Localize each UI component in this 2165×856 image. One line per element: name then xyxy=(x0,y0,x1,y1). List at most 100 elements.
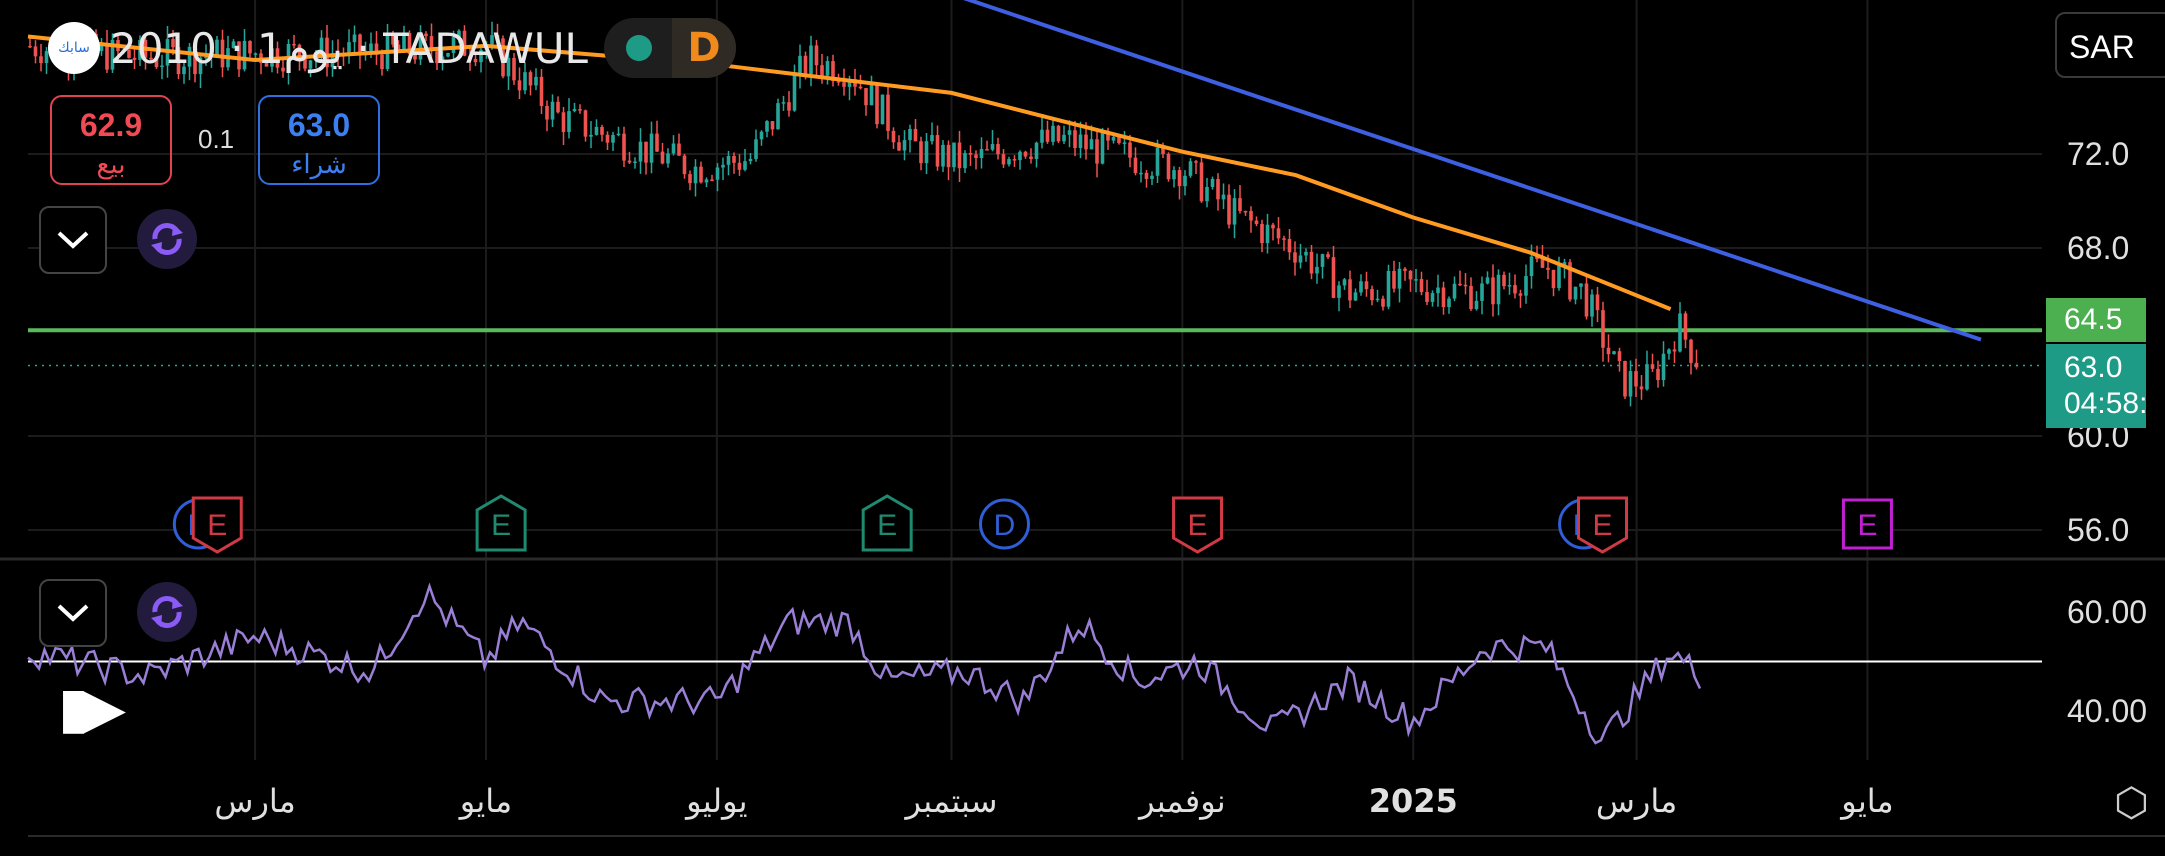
candle-body xyxy=(1304,251,1308,256)
candle-body xyxy=(182,66,186,75)
earnings-marker[interactable]: E xyxy=(191,496,243,554)
candle-body xyxy=(171,39,175,48)
settings-icon[interactable]: ⬡ xyxy=(2114,781,2149,825)
candle-body xyxy=(616,133,621,136)
candle-body xyxy=(831,61,835,82)
candle-body xyxy=(721,164,725,168)
candle-body xyxy=(869,84,874,106)
candle-body xyxy=(473,58,478,63)
x-tick-label: مارس xyxy=(1596,782,1677,820)
candle-body xyxy=(1001,154,1006,165)
candle-body xyxy=(1254,220,1259,224)
candle-body xyxy=(121,49,126,52)
candle-body xyxy=(468,55,472,59)
candle-body xyxy=(743,161,747,170)
candle-body xyxy=(1656,368,1660,381)
candle-body xyxy=(957,142,962,169)
chevron-down-icon xyxy=(57,604,89,622)
buy-button[interactable]: 63.0 شراء xyxy=(258,95,380,185)
horizontal-line-price: 64.5 xyxy=(2064,303,2123,336)
candle-body xyxy=(1359,281,1363,293)
x-tick-label: مايو xyxy=(458,782,512,820)
candle-body xyxy=(1639,386,1644,390)
candle-body xyxy=(1595,294,1600,311)
refresh-rsi-button[interactable] xyxy=(137,582,197,642)
candle-body xyxy=(561,112,566,133)
earnings-marker[interactable]: E xyxy=(1172,496,1224,554)
earnings-marker[interactable]: E xyxy=(861,494,913,552)
earnings-marker[interactable]: E xyxy=(475,494,527,552)
candle-body xyxy=(1106,131,1110,141)
candle-body xyxy=(710,179,714,181)
candle-body xyxy=(726,155,731,165)
candle-body xyxy=(1216,178,1220,200)
candle-body xyxy=(1139,172,1143,175)
candle-body xyxy=(1463,284,1468,287)
candle-body xyxy=(1579,283,1583,287)
candle-body xyxy=(105,43,109,70)
candle-body xyxy=(902,140,907,151)
candle-body xyxy=(1007,159,1011,165)
candle-body xyxy=(765,121,769,132)
earnings-marker[interactable]: E xyxy=(1577,496,1629,554)
candle-body xyxy=(1276,228,1281,239)
candle-body xyxy=(1650,364,1655,369)
candle-body xyxy=(369,43,373,51)
candle-body xyxy=(127,49,131,58)
candle-body xyxy=(814,45,819,66)
collapse-rsi-button[interactable] xyxy=(39,579,107,647)
candle-body xyxy=(1320,254,1325,267)
y-tick-label: 72.0 xyxy=(2067,136,2129,172)
x-tick-label: مارس xyxy=(214,782,295,820)
candle-body xyxy=(418,33,423,60)
candle-body xyxy=(897,142,901,151)
candle-body xyxy=(1100,131,1105,164)
candle-body xyxy=(1073,130,1077,149)
chevron-down-icon xyxy=(57,231,89,249)
candle-body xyxy=(99,43,104,51)
candle-body xyxy=(1298,255,1303,263)
market-status-pill[interactable]: D xyxy=(604,18,736,78)
candle-body xyxy=(1287,239,1292,253)
candle-body xyxy=(347,42,351,57)
sell-button[interactable]: 62.9 بيع xyxy=(50,95,172,185)
candle-body xyxy=(847,79,852,87)
candle-body xyxy=(1590,294,1594,317)
x-tick-label: نوفمبر xyxy=(1137,782,1226,820)
candle-body xyxy=(1441,287,1446,308)
candle-body xyxy=(979,149,984,158)
candle-body xyxy=(1342,279,1347,286)
candle-body xyxy=(1672,349,1677,352)
candle-body xyxy=(1326,254,1330,258)
candle-body xyxy=(1623,360,1627,397)
candle-body xyxy=(875,84,879,125)
candle-body xyxy=(825,61,830,76)
dividend-marker[interactable]: D xyxy=(979,498,1030,550)
candle-body xyxy=(160,65,164,68)
candle-body xyxy=(1271,224,1275,229)
candle-body xyxy=(567,111,571,133)
candle-body xyxy=(506,57,511,77)
refresh-main-button[interactable] xyxy=(137,209,197,269)
collapse-main-button[interactable] xyxy=(39,206,107,274)
candle-body xyxy=(517,80,522,91)
candle-body xyxy=(715,167,720,180)
candle-body xyxy=(963,153,967,169)
candle-body xyxy=(688,174,692,184)
symbol-title: 2010 · 1يوم · TADAWUL xyxy=(110,23,588,73)
currency-label[interactable]: SAR xyxy=(2055,12,2165,78)
candle-body xyxy=(1364,281,1369,290)
earnings-marker[interactable]: E xyxy=(1841,498,1893,550)
candle-body xyxy=(1210,178,1215,187)
candle-body xyxy=(820,65,824,76)
candle-body xyxy=(237,41,241,70)
market-open-dot xyxy=(626,35,652,61)
candle-body xyxy=(704,179,709,183)
candle-body xyxy=(1144,172,1149,179)
candle-body xyxy=(28,45,32,48)
candle-body xyxy=(297,44,302,59)
candle-body xyxy=(501,38,505,77)
candle-body xyxy=(231,41,236,49)
symbol-header[interactable]: سابك 2010 · 1يوم · TADAWUL xyxy=(48,20,588,76)
